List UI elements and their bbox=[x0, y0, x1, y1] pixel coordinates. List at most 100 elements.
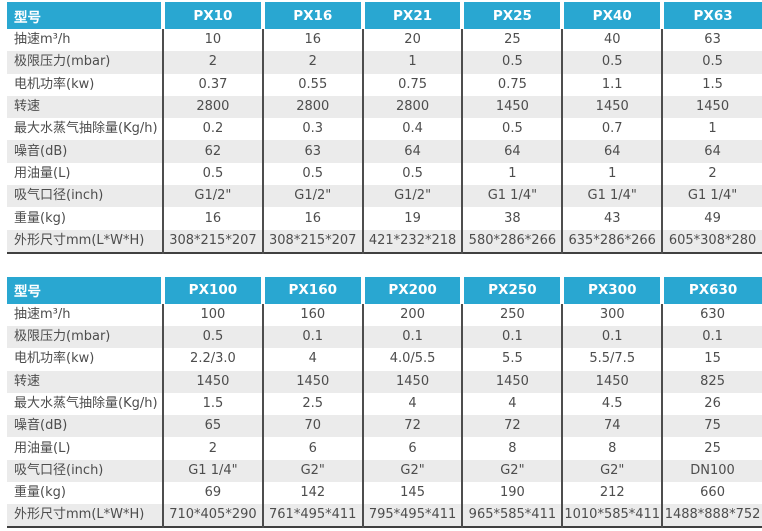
value-cell: 0.5 bbox=[461, 51, 563, 74]
value-cell: G2" bbox=[461, 459, 563, 483]
value-cell: 0.75 bbox=[361, 73, 463, 96]
spec-row: 吸气口径(inch) G1/2" G1/2" G1/2" G1 1/4" G1 1/4" G… bbox=[7, 185, 762, 208]
value-cell: 421*232*218 bbox=[361, 229, 463, 253]
value-cell: G2" bbox=[361, 459, 463, 483]
value-cell: 1 bbox=[361, 51, 463, 74]
value-cell: 1 bbox=[461, 162, 563, 186]
model-header-px300: PX300 bbox=[560, 276, 663, 304]
value-cell: 0.5 bbox=[261, 162, 363, 186]
value-cell: 64 bbox=[661, 140, 762, 163]
value-cell: G1 1/4" bbox=[561, 185, 663, 208]
row-label: 电机功率(kw) bbox=[14, 76, 95, 92]
value-cell: 605*308*280 bbox=[661, 229, 762, 253]
value-cell: 4 bbox=[361, 392, 463, 416]
spec-row: 外形尺寸mm(L*W*H) 710*405*290 761*495*411 795*4… bbox=[7, 504, 762, 528]
spec-row: 抽速m³/h 10 16 20 25 40 63 bbox=[7, 29, 762, 52]
spec-table-body: 抽速m³/h 100 160 200 250 300 630 极限压力(mbar) 0.5 0.1… bbox=[7, 303, 762, 528]
row-label: 吸气口径(inch) bbox=[14, 462, 104, 478]
value-cell: 40 bbox=[561, 29, 663, 52]
value-cell: 795*495*411 bbox=[361, 504, 463, 528]
value-cell: 64 bbox=[461, 140, 563, 163]
value-cell: 8 bbox=[561, 437, 663, 460]
spec-table-px10-px63: 型号 PX10 PX16 PX21 PX25 PX40 PX63 抽速m³/h 10 16 20 2… bbox=[7, 2, 762, 254]
row-label: 重量(kg) bbox=[14, 485, 66, 501]
value-cell: 0.1 bbox=[461, 325, 563, 349]
row-label: 噪音(dB) bbox=[14, 418, 68, 434]
value-cell: 580*286*266 bbox=[461, 229, 563, 253]
value-cell: 965*585*411 bbox=[461, 504, 563, 528]
value-cell: 0.37 bbox=[162, 73, 263, 96]
value-cell: 0.5 bbox=[561, 51, 663, 74]
value-cell: 0.5 bbox=[361, 162, 463, 186]
value-cell: 1450 bbox=[461, 95, 563, 119]
value-cell: 1.1 bbox=[561, 73, 663, 96]
model-header-px25: PX25 bbox=[460, 2, 563, 29]
value-cell: G1/2" bbox=[361, 185, 463, 208]
value-cell: 72 bbox=[461, 415, 563, 438]
model-header-px63: PX63 bbox=[660, 2, 762, 29]
value-cell: 0.1 bbox=[561, 325, 663, 349]
row-label: 抽速m³/h bbox=[14, 306, 71, 322]
value-cell: 1450 bbox=[561, 370, 663, 393]
value-cell: DN100 bbox=[661, 459, 762, 483]
value-cell: 72 bbox=[361, 415, 463, 438]
row-label: 最大水蒸气抽除量(Kg/h) bbox=[14, 121, 158, 137]
value-cell: 75 bbox=[661, 415, 762, 438]
row-label: 极限压力(mbar) bbox=[14, 54, 111, 70]
row-label: 外形尺寸mm(L*W*H) bbox=[14, 232, 145, 248]
value-cell: 15 bbox=[661, 348, 762, 371]
header-row: 型号 PX10 PX16 PX21 PX25 PX40 PX63 bbox=[7, 2, 762, 29]
value-cell: 2800 bbox=[361, 95, 463, 119]
model-header-px630: PX630 bbox=[660, 276, 762, 304]
spec-row: 抽速m³/h 100 160 200 250 300 630 bbox=[7, 303, 762, 326]
value-cell: G1/2" bbox=[162, 185, 263, 208]
value-cell: 70 bbox=[261, 415, 363, 438]
value-cell: 212 bbox=[561, 482, 663, 505]
spec-row: 极限压力(mbar) 0.5 0.1 0.1 0.1 0.1 0.1 bbox=[7, 325, 762, 349]
value-cell: 1450 bbox=[661, 95, 762, 119]
value-cell: 2800 bbox=[162, 95, 263, 119]
model-header-px40: PX40 bbox=[560, 2, 663, 29]
model-header-px160: PX160 bbox=[260, 276, 363, 304]
value-cell: 200 bbox=[361, 303, 463, 326]
value-cell: 5.5 bbox=[461, 348, 563, 371]
value-cell: 43 bbox=[561, 207, 663, 230]
row-label: 最大水蒸气抽除量(Kg/h) bbox=[14, 396, 158, 411]
value-cell: G1 1/4" bbox=[461, 185, 563, 208]
spec-row: 用油量(L) 2 6 6 8 8 25 bbox=[7, 437, 762, 460]
value-cell: 308*215*207 bbox=[261, 229, 363, 253]
spec-row: 噪音(dB) 65 70 72 72 74 75 bbox=[7, 415, 762, 438]
spec-row: 外形尺寸mm(L*W*H) 308*215*207 308*215*207 421*2… bbox=[7, 229, 762, 253]
spec-row: 重量(kg) 16 16 19 38 43 49 bbox=[7, 207, 762, 230]
spec-row: 吸气口径(inch) G1 1/4" G2" G2" G2" G2" DN100 bbox=[7, 459, 762, 483]
value-cell: 761*495*411 bbox=[261, 504, 363, 528]
spec-table-header: 型号 PX10 PX16 PX21 PX25 PX40 PX63 bbox=[7, 2, 762, 29]
value-cell: 20 bbox=[361, 29, 463, 52]
value-cell: 308*215*207 bbox=[162, 229, 263, 253]
value-cell: 2.5 bbox=[261, 392, 363, 416]
row-label: 用油量(L) bbox=[14, 165, 71, 181]
value-cell: 5.5/7.5 bbox=[561, 348, 663, 371]
value-cell: 1488*888*752 bbox=[661, 504, 762, 528]
spec-table-header: 型号 PX100 PX160 PX200 PX250 PX300 PX630 bbox=[7, 276, 762, 304]
value-cell: 10 bbox=[162, 29, 263, 52]
value-cell: 4.5 bbox=[561, 392, 663, 416]
value-cell: 630 bbox=[661, 303, 762, 326]
value-cell: 74 bbox=[561, 415, 663, 438]
spec-row: 电机功率(kw) 2.2/3.0 4 4.0/5.5 5.5 5.5/7.5 15 bbox=[7, 348, 762, 371]
spec-row: 噪音(dB) 62 63 64 64 64 64 bbox=[7, 140, 762, 163]
value-cell: 660 bbox=[661, 482, 762, 505]
value-cell: 64 bbox=[561, 140, 663, 163]
value-cell: 2 bbox=[162, 51, 263, 74]
value-cell: 0.4 bbox=[361, 118, 463, 141]
spec-row: 重量(kg) 69 142 145 190 212 660 bbox=[7, 482, 762, 505]
row-label: 抽速m³/h bbox=[14, 32, 71, 48]
value-cell: 190 bbox=[461, 482, 563, 505]
value-cell: 1450 bbox=[261, 370, 363, 393]
row-label: 外形尺寸mm(L*W*H) bbox=[14, 507, 145, 523]
value-cell: 1.5 bbox=[162, 392, 263, 416]
row-label: 电机功率(kw) bbox=[14, 351, 95, 367]
value-cell: 25 bbox=[461, 29, 563, 52]
model-header-px10: PX10 bbox=[161, 2, 263, 29]
